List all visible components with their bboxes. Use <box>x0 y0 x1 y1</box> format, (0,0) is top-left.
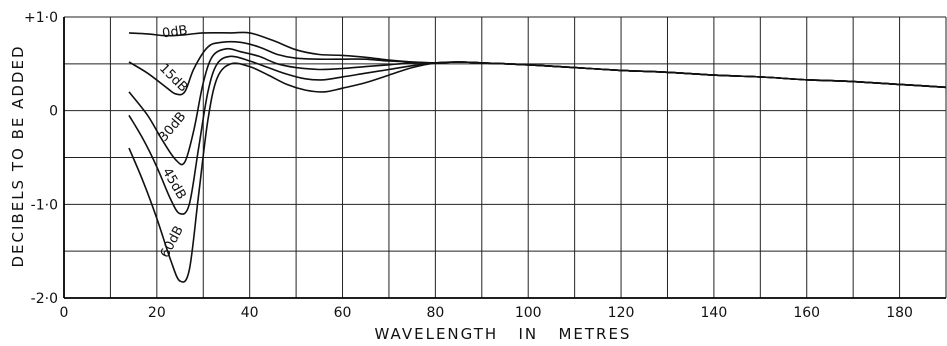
y-tick-label: 0 <box>49 104 58 120</box>
x-tick-label: 60 <box>334 305 352 321</box>
curve-label-0db: 0dB <box>161 23 188 41</box>
x-tick-label: 80 <box>426 305 444 321</box>
y-tick-label: +1·0 <box>24 10 58 26</box>
x-tick-label: 20 <box>148 305 166 321</box>
x-tick-label: 160 <box>793 305 820 321</box>
x-tick-label: 0 <box>60 305 69 321</box>
x-tick-label: 140 <box>701 305 728 321</box>
x-tick-label: 100 <box>515 305 542 321</box>
x-tick-label: 120 <box>608 305 635 321</box>
y-tick-label: -1·0 <box>31 197 58 213</box>
x-tick-label: 180 <box>886 305 913 321</box>
series-line-60db <box>128 61 947 283</box>
x-axis-label: WAVELENGTH IN METRES <box>375 325 632 343</box>
x-tick-label: 40 <box>241 305 259 321</box>
x-axis-ticks: 0 20 40 60 80 100 120 140 160 180 <box>60 305 913 321</box>
y-tick-label: -2·0 <box>31 291 58 307</box>
y-axis-label: DECIBELS TO BE ADDED <box>9 44 27 267</box>
grid <box>63 16 947 299</box>
y-axis-ticks: +1·0 0 -1·0 -2·0 <box>24 10 58 307</box>
series-group <box>128 31 947 283</box>
